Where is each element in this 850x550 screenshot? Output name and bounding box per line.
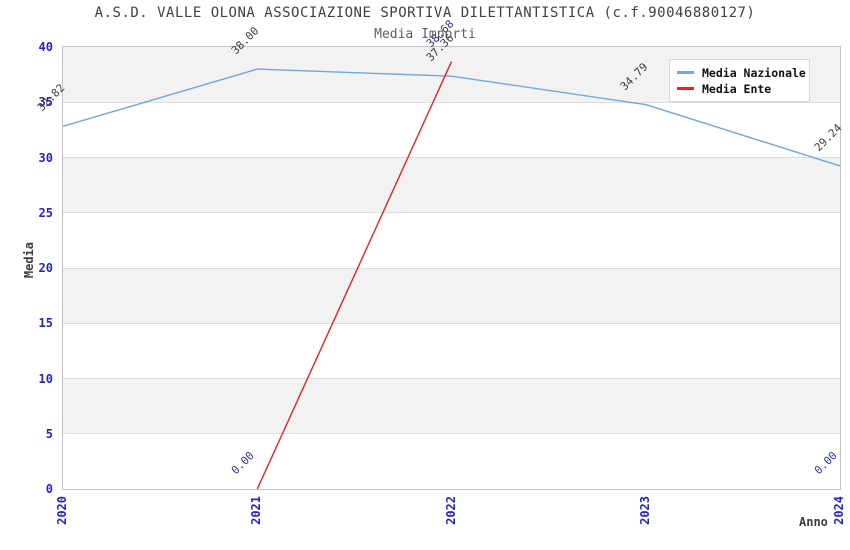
chart-subtitle: Media Importi xyxy=(374,27,476,42)
y-tick-label: 5 xyxy=(45,426,53,441)
grid-band xyxy=(63,157,840,213)
x-tick-label: 2020 xyxy=(55,496,69,525)
grid-band xyxy=(63,268,840,324)
gridline xyxy=(63,433,840,435)
legend: Media Nazionale Media Ente xyxy=(669,59,810,102)
x-tick-label: 2021 xyxy=(249,496,264,525)
y-tick-label: 15 xyxy=(38,316,53,331)
y-tick-label: 20 xyxy=(38,261,53,275)
plot-area: 32.82 38.00 37.36 34.79 29.24 0.00 38.68 0.00 xyxy=(35,17,844,490)
gridline xyxy=(63,101,840,103)
y-tick-label: 0 xyxy=(45,482,53,496)
gridline xyxy=(63,322,840,324)
line-media-ente xyxy=(256,61,453,490)
legend-item-media-nazionale: Media Nazionale xyxy=(677,66,806,80)
y-tick-label: 35 xyxy=(38,95,53,110)
legend-swatch-nazionale-icon xyxy=(677,71,694,74)
legend-label-ente: Media Ente xyxy=(702,81,772,96)
x-axis-ticks: 2020 2021 2022 2023 2024 xyxy=(55,494,846,538)
x-axis-label: Anno xyxy=(799,515,828,529)
grid-band xyxy=(63,378,840,434)
y-tick-label: 10 xyxy=(38,371,53,386)
y-axis-ticks: 0 5 10 15 20 25 30 35 40 xyxy=(0,40,53,496)
gridline xyxy=(63,157,840,158)
x-tick-label: 2022 xyxy=(443,496,458,525)
y-tick-label: 30 xyxy=(38,150,53,165)
y-tick-label: 25 xyxy=(38,205,53,220)
legend-swatch-ente-icon xyxy=(677,87,694,90)
chart-title: A.S.D. VALLE OLONA ASSOCIAZIONE SPORTIVA… xyxy=(94,5,756,21)
gridline xyxy=(63,378,840,379)
x-tick-label: 2023 xyxy=(637,496,652,525)
legend-label-nazionale: Media Nazionale xyxy=(702,65,806,80)
gridline xyxy=(63,212,840,214)
y-tick-label: 40 xyxy=(38,40,53,54)
gridline xyxy=(63,267,840,269)
series-lines xyxy=(62,61,841,490)
x-tick-label: 2024 xyxy=(832,496,846,525)
line-media-nazionale xyxy=(62,68,841,167)
legend-item-media-ente: Media Ente xyxy=(677,81,801,96)
